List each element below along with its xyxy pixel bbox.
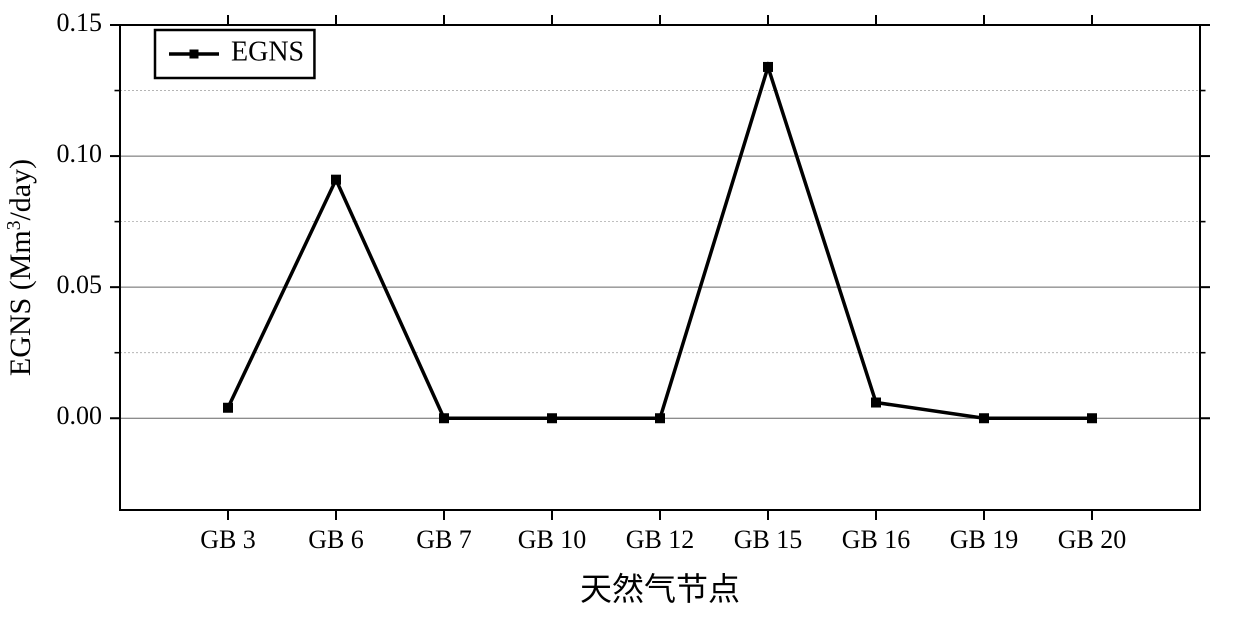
series-marker — [440, 414, 449, 423]
x-tick-label: GB 3 — [200, 525, 256, 554]
x-tick-label: GB 20 — [1058, 525, 1127, 554]
x-tick-label: GB 10 — [518, 525, 587, 554]
series-marker — [1088, 414, 1097, 423]
series-marker — [656, 414, 665, 423]
series-marker — [764, 62, 773, 71]
y-tick-label: 0.00 — [57, 401, 103, 430]
legend-label: EGNS — [231, 36, 304, 67]
x-tick-label: GB 6 — [308, 525, 364, 554]
x-tick-label: GB 16 — [842, 525, 911, 554]
x-tick-label: GB 19 — [950, 525, 1019, 554]
x-tick-label: GB 12 — [626, 525, 695, 554]
series-marker — [980, 414, 989, 423]
y-tick-label: 0.05 — [57, 270, 103, 299]
y-axis-label: EGNS (Mm3/day) — [4, 159, 38, 376]
legend-marker — [190, 50, 199, 59]
series-marker — [548, 414, 557, 423]
series-marker — [872, 398, 881, 407]
x-tick-label: GB 7 — [416, 525, 472, 554]
egns-line-chart: 0.00 0.05 0.10 0.15 GB 3 GB 6 GB 7 GB 10 GB 12 GB… — [0, 0, 1240, 620]
x-axis-label: 天然气节点 — [580, 571, 740, 607]
chart-container: 0.00 0.05 0.10 0.15 GB 3 GB 6 GB 7 GB 10 GB 12 GB… — [0, 0, 1240, 620]
series-marker — [224, 403, 233, 412]
x-tick-label: GB 15 — [734, 525, 803, 554]
series-marker — [332, 175, 341, 184]
y-tick-label: 0.15 — [57, 8, 103, 37]
y-tick-label: 0.10 — [57, 139, 103, 168]
